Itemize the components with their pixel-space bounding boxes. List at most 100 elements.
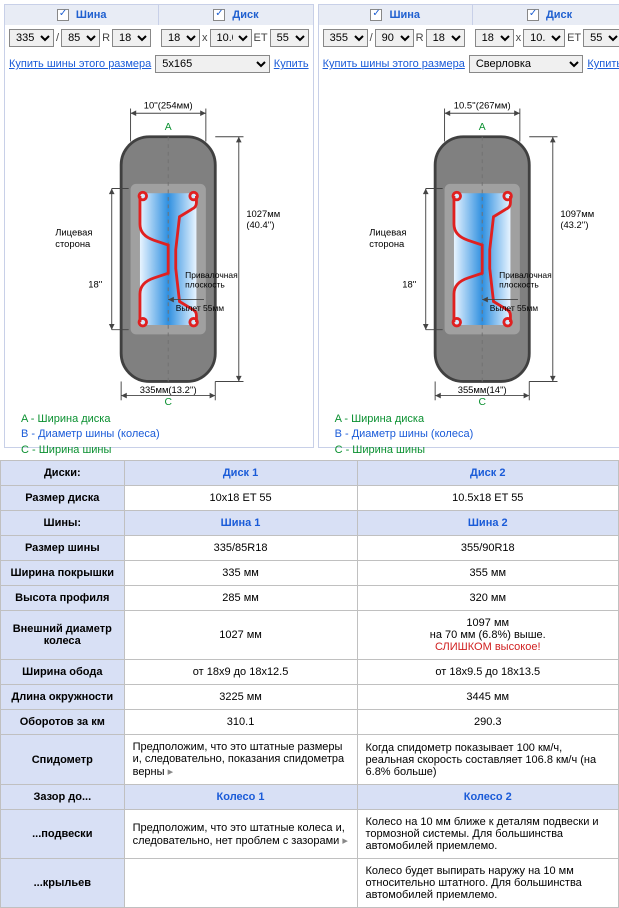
fender-1 — [124, 859, 357, 908]
tread-width-label: Ширина покрышки — [1, 561, 125, 586]
svg-text:плоскость: плоскость — [499, 279, 539, 289]
disk-label: Диск — [232, 9, 258, 21]
disk-size-label: Размер диска — [1, 486, 125, 511]
svg-text:(40.4''): (40.4'') — [246, 219, 274, 230]
et-select[interactable]: 55 — [270, 29, 309, 47]
buy-link[interactable]: Купить — [274, 58, 309, 70]
tire-label: Шина — [76, 9, 107, 21]
bolt-pattern-select[interactable]: Сверловка — [469, 55, 584, 73]
disk-diameter-select[interactable]: 18 — [475, 29, 514, 47]
svg-text:(43.2''): (43.2'') — [560, 219, 588, 230]
svg-text:сторона: сторона — [369, 238, 405, 249]
disk-header: Диск — [473, 5, 619, 25]
tires-label: Шины: — [1, 511, 125, 536]
rim-width-1: от 18x9 до 18x12.5 — [124, 660, 357, 685]
disk-width-select[interactable]: 10.5 — [523, 29, 565, 47]
svg-text:335мм(13.2''): 335мм(13.2'') — [140, 384, 197, 395]
disk-checkbox[interactable] — [213, 9, 225, 21]
gap-label: Зазор до... — [1, 785, 125, 810]
circumference-label: Длина окружности — [1, 685, 125, 710]
svg-text:10''(254мм): 10''(254мм) — [144, 100, 193, 111]
speedo-1: Предположим, что это штатные размеры и, … — [124, 735, 357, 785]
suspension-2: Колесо на 10 мм ближе к деталям подвески… — [357, 810, 618, 859]
buy-tires-link[interactable]: Купить шины этого размера — [9, 58, 151, 70]
legend: A - Ширина диска B - Диаметр шины (колес… — [13, 408, 305, 466]
width-select[interactable]: 355 — [323, 29, 368, 47]
svg-text:Лицевая: Лицевая — [55, 227, 92, 238]
svg-text:C: C — [478, 397, 486, 405]
legend-a: A - Ширина диска — [21, 412, 297, 427]
outer-dia-2-warn: СЛИШКОМ высокое! — [435, 641, 541, 653]
tire-size-label: Размер шины — [1, 536, 125, 561]
disk-size-1: 10x18 ET 55 — [124, 486, 357, 511]
tire-header: Шина — [5, 5, 159, 25]
rpm-2: 290.3 — [357, 710, 618, 735]
panel-header: Шина Диск — [319, 5, 619, 25]
legend-b: B - Диаметр шины (колеса) — [335, 427, 611, 442]
rim-width-2: от 18x9.5 до 18x13.5 — [357, 660, 618, 685]
disk-label: Диск — [546, 9, 572, 21]
comparison-panels: Шина Диск 335 / 85 R 18 18 x 10.0 ET 55 … — [0, 0, 619, 452]
wheel2-header: Колесо 2 — [357, 785, 618, 810]
comparison-table: Диски: Диск 1 Диск 2 Размер диска 10x18 … — [0, 460, 619, 908]
buy-link[interactable]: Купить — [587, 58, 619, 70]
speedo-2: Когда спидометр показывает 100 км/ч, реа… — [357, 735, 618, 785]
bolt-pattern-select[interactable]: 5x165 — [155, 55, 270, 73]
disk-size-2: 10.5x18 ET 55 — [357, 486, 618, 511]
svg-text:355мм(14''): 355мм(14'') — [457, 384, 506, 395]
svg-text:Вылет 55мм: Вылет 55мм — [489, 303, 538, 313]
legend-b: B - Диаметр шины (колеса) — [21, 427, 297, 442]
svg-text:10.5''(267мм): 10.5''(267мм) — [453, 100, 510, 111]
buy-row: Купить шины этого размера 5x165 Купить — [5, 51, 313, 77]
suspension-label: ...подвески — [1, 810, 125, 859]
size-selectors: 335 / 85 R 18 18 x 10.0 ET 55 — [5, 25, 313, 51]
buy-row: Купить шины этого размера Сверловка Купи… — [319, 51, 619, 77]
rpm-1: 310.1 — [124, 710, 357, 735]
rim-width-label: Ширина обода — [1, 660, 125, 685]
profile-select[interactable]: 85 — [61, 29, 100, 47]
outer-dia-1: 1027 мм — [124, 611, 357, 660]
tire-label: Шина — [389, 9, 420, 21]
fender-2: Колесо будет выпирать наружу на 10 мм от… — [357, 859, 618, 908]
width-select[interactable]: 335 — [9, 29, 54, 47]
legend-c: C - Ширина шины — [335, 443, 611, 458]
size-selectors: 355 / 90 R 18 18 x 10.5 ET 55 — [319, 25, 619, 51]
et-select[interactable]: 55 — [583, 29, 619, 47]
svg-text:18'': 18'' — [402, 278, 416, 289]
rpm-label: Оборотов за км — [1, 710, 125, 735]
profile-select[interactable]: 90 — [375, 29, 414, 47]
svg-text:плоскость: плоскость — [185, 279, 225, 289]
tire-diagram: 10.5''(267мм) A 1097мм (43.2'') — [319, 77, 619, 447]
tire-checkbox[interactable] — [57, 9, 69, 21]
diameter-select[interactable]: 18 — [112, 29, 151, 47]
tire-size-1: 335/85R18 — [124, 536, 357, 561]
outer-dia-2-val: 1097 мм — [466, 617, 509, 629]
expand-icon[interactable]: ▸ — [168, 766, 174, 778]
circumference-2: 3445 мм — [357, 685, 618, 710]
expand-icon[interactable]: ▸ — [342, 835, 348, 847]
fender-label: ...крыльев — [1, 859, 125, 908]
tread-width-1: 335 мм — [124, 561, 357, 586]
svg-text:A: A — [478, 122, 485, 133]
buy-tires-link[interactable]: Купить шины этого размера — [323, 58, 465, 70]
disk-width-select[interactable]: 10.0 — [210, 29, 252, 47]
profile-height-label: Высота профиля — [1, 586, 125, 611]
svg-text:18'': 18'' — [88, 278, 102, 289]
svg-text:сторона: сторона — [55, 238, 91, 249]
profile-height-1: 285 мм — [124, 586, 357, 611]
disk-checkbox[interactable] — [527, 9, 539, 21]
outer-dia-2-diff: на 70 мм (6.8%) выше. — [430, 629, 546, 641]
diameter-select[interactable]: 18 — [426, 29, 465, 47]
profile-height-2: 320 мм — [357, 586, 618, 611]
tire-diagram: 10''(254мм) A 1027мм (40.4'') — [5, 77, 313, 447]
tire1-header: Шина 1 — [124, 511, 357, 536]
tire-header: Шина — [319, 5, 473, 25]
panel-1: Шина Диск 335 / 85 R 18 18 x 10.0 ET 55 … — [4, 4, 314, 448]
panel-2: Шина Диск 355 / 90 R 18 18 x 10.5 ET 55 … — [318, 4, 619, 448]
svg-text:A: A — [165, 122, 172, 133]
circumference-1: 3225 мм — [124, 685, 357, 710]
outer-dia-2: 1097 мм на 70 мм (6.8%) выше. СЛИШКОМ вы… — [357, 611, 618, 660]
tire-checkbox[interactable] — [370, 9, 382, 21]
panel-header: Шина Диск — [5, 5, 313, 25]
disk-diameter-select[interactable]: 18 — [161, 29, 200, 47]
